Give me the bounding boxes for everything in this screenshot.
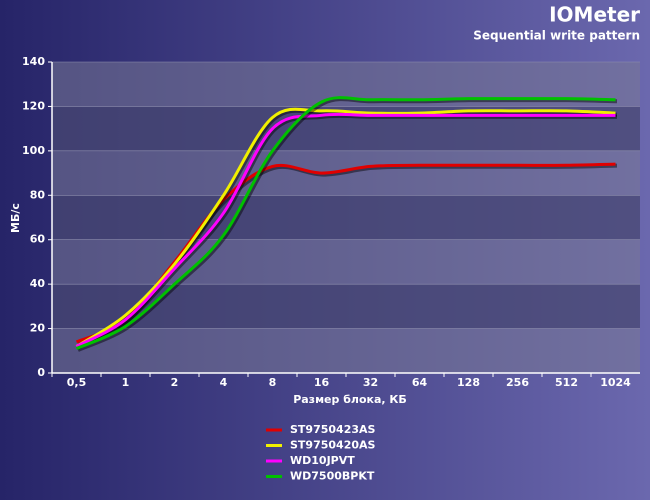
series-line [75,96,616,350]
x-tick-label: 128 [457,376,480,389]
chart-subtitle: Sequential write pattern [473,29,640,43]
legend-label: ST9750420AS [290,439,376,452]
y-tick-label: 80 [30,188,46,201]
x-tick-label: 16 [314,376,330,389]
x-tick-label: 2 [171,376,179,389]
x-tick-label: 512 [555,376,578,389]
y-tick-label: 100 [22,144,45,157]
legend-label: ST9750423AS [290,423,376,436]
x-tick-label: 64 [412,376,428,389]
x-tick-label: 8 [269,376,277,389]
x-tick-label: 256 [506,376,529,389]
legend-label: WD7500BPKT [290,470,375,483]
legend-label: WD10JPVT [290,454,355,467]
series-line [75,112,616,348]
y-tick-label: 40 [30,277,46,290]
x-tick-label: 4 [220,376,228,389]
y-axis-label: МБ/с [9,203,22,233]
plot-area [52,61,640,374]
y-tick-label: 140 [22,55,45,68]
x-axis-label: Размер блока, КБ [293,393,407,406]
chart-title: IOMeter [549,3,640,27]
line-shadow [77,97,618,352]
x-tick-label: 1 [122,376,130,389]
y-tick-label: 120 [22,99,45,112]
x-tick-label: 32 [363,376,378,389]
x-tick-label: 0,5 [67,376,87,389]
series-line [75,107,616,348]
x-tick-label: 1024 [600,376,631,389]
grid-band [52,195,640,240]
y-tick-label: 20 [30,322,46,335]
y-tick-label: 0 [37,366,45,379]
y-tick-label: 60 [30,233,46,246]
